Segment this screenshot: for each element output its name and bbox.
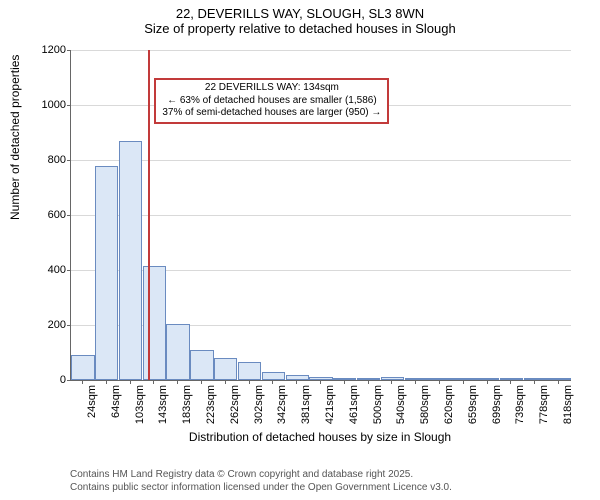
x-tick-mark bbox=[272, 380, 273, 384]
x-tick-label: 659sqm bbox=[467, 385, 479, 435]
bar bbox=[238, 362, 261, 380]
x-tick-label: 699sqm bbox=[491, 385, 503, 435]
x-tick-mark bbox=[463, 380, 464, 384]
x-tick-mark bbox=[487, 380, 488, 384]
y-tick-label: 400 bbox=[30, 264, 66, 276]
x-tick-mark bbox=[177, 380, 178, 384]
x-tick-mark bbox=[130, 380, 131, 384]
x-tick-label: 103sqm bbox=[134, 385, 146, 435]
y-tick-mark bbox=[67, 50, 71, 51]
bar bbox=[190, 350, 213, 380]
bar bbox=[119, 141, 142, 380]
y-tick-mark bbox=[67, 160, 71, 161]
y-tick-mark bbox=[67, 215, 71, 216]
title-line2: Size of property relative to detached ho… bbox=[0, 21, 600, 36]
x-tick-label: 620sqm bbox=[443, 385, 455, 435]
bar bbox=[166, 324, 189, 380]
x-tick-mark bbox=[153, 380, 154, 384]
x-tick-mark bbox=[391, 380, 392, 384]
gridline bbox=[71, 215, 571, 216]
chart-area: Number of detached properties 22 DEVERIL… bbox=[0, 40, 600, 435]
chart-title-block: 22, DEVERILLS WAY, SLOUGH, SL3 8WN Size … bbox=[0, 0, 600, 36]
bar bbox=[71, 355, 94, 380]
x-tick-mark bbox=[296, 380, 297, 384]
x-tick-label: 143sqm bbox=[157, 385, 169, 435]
plot-area: 22 DEVERILLS WAY: 134sqm← 63% of detache… bbox=[70, 50, 571, 381]
x-tick-mark bbox=[249, 380, 250, 384]
x-tick-mark bbox=[106, 380, 107, 384]
footnote-line1: Contains HM Land Registry data © Crown c… bbox=[70, 469, 452, 482]
marker-line bbox=[148, 50, 150, 380]
x-tick-label: 818sqm bbox=[562, 385, 574, 435]
x-tick-label: 381sqm bbox=[300, 385, 312, 435]
y-tick-label: 1200 bbox=[30, 44, 66, 56]
x-tick-mark bbox=[344, 380, 345, 384]
annotation-line1: 22 DEVERILLS WAY: 134sqm bbox=[162, 82, 381, 95]
x-tick-mark bbox=[510, 380, 511, 384]
x-tick-mark bbox=[201, 380, 202, 384]
x-tick-label: 580sqm bbox=[419, 385, 431, 435]
x-tick-mark bbox=[558, 380, 559, 384]
title-line1: 22, DEVERILLS WAY, SLOUGH, SL3 8WN bbox=[0, 6, 600, 21]
y-tick-label: 800 bbox=[30, 154, 66, 166]
x-tick-label: 461sqm bbox=[348, 385, 360, 435]
bar bbox=[143, 266, 166, 380]
bar bbox=[262, 372, 285, 380]
x-tick-label: 64sqm bbox=[110, 385, 122, 435]
x-tick-label: 262sqm bbox=[229, 385, 241, 435]
y-tick-label: 600 bbox=[30, 209, 66, 221]
y-tick-mark bbox=[67, 105, 71, 106]
bar bbox=[214, 358, 237, 380]
x-tick-label: 302sqm bbox=[253, 385, 265, 435]
annotation-line2: ← 63% of detached houses are smaller (1,… bbox=[162, 95, 381, 108]
x-tick-mark bbox=[225, 380, 226, 384]
footnote: Contains HM Land Registry data © Crown c… bbox=[70, 469, 452, 494]
x-tick-mark bbox=[415, 380, 416, 384]
x-tick-mark bbox=[320, 380, 321, 384]
y-tick-label: 1000 bbox=[30, 99, 66, 111]
footnote-line2: Contains public sector information licen… bbox=[70, 482, 452, 495]
y-tick-label: 0 bbox=[30, 374, 66, 386]
annotation-box: 22 DEVERILLS WAY: 134sqm← 63% of detache… bbox=[154, 78, 389, 124]
x-tick-label: 500sqm bbox=[372, 385, 384, 435]
y-axis-label: Number of detached properties bbox=[8, 55, 22, 220]
x-tick-mark bbox=[439, 380, 440, 384]
gridline bbox=[71, 50, 571, 51]
gridline bbox=[71, 160, 571, 161]
bar bbox=[95, 166, 118, 381]
y-tick-mark bbox=[67, 325, 71, 326]
x-tick-label: 778sqm bbox=[538, 385, 550, 435]
y-tick-label: 200 bbox=[30, 319, 66, 331]
x-tick-label: 183sqm bbox=[181, 385, 193, 435]
x-tick-label: 421sqm bbox=[324, 385, 336, 435]
x-tick-label: 540sqm bbox=[395, 385, 407, 435]
x-tick-mark bbox=[534, 380, 535, 384]
x-tick-mark bbox=[368, 380, 369, 384]
y-tick-mark bbox=[67, 270, 71, 271]
x-tick-label: 739sqm bbox=[514, 385, 526, 435]
annotation-line3: 37% of semi-detached houses are larger (… bbox=[162, 107, 381, 120]
x-tick-label: 223sqm bbox=[205, 385, 217, 435]
x-tick-label: 24sqm bbox=[86, 385, 98, 435]
x-tick-label: 342sqm bbox=[276, 385, 288, 435]
x-tick-mark bbox=[82, 380, 83, 384]
